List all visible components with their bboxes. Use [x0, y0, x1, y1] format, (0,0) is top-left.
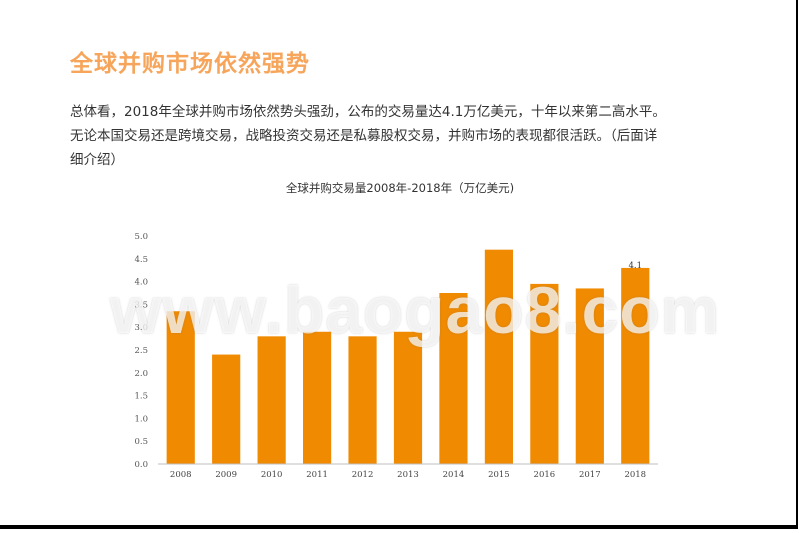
- y-tick-label: 2.5: [134, 346, 148, 356]
- bar-2012: [348, 336, 377, 464]
- slide-title: 全球并购市场依然强势: [70, 51, 310, 77]
- x-tick-label: 2009: [215, 470, 237, 480]
- x-tick-label: 2010: [261, 470, 283, 480]
- x-tick-label: 2016: [534, 470, 556, 480]
- bar-2017: [575, 288, 604, 464]
- bar-2010: [257, 336, 286, 464]
- data-label-2018: 4.1: [629, 261, 643, 271]
- x-tick-label: 2013: [397, 470, 419, 480]
- x-tick-label: 2008: [170, 470, 192, 480]
- x-tick-label: 2017: [579, 470, 601, 480]
- intro-line-3: 细介绍）: [70, 152, 124, 168]
- chart-title: 全球并购交易量2008年-2018年（万亿美元): [285, 181, 515, 195]
- bar-2013: [393, 331, 423, 464]
- bar-2011: [303, 331, 332, 464]
- intro-line-1: 总体看，2018年全球并购市场依然势头强劲，公布的交易量达4.1万亿美元，十年以…: [70, 104, 666, 120]
- y-tick-label: 4.5: [134, 255, 148, 265]
- y-tick-label: 0.5: [134, 437, 148, 447]
- y-tick-label: 3.5: [134, 300, 148, 310]
- bar-2018: [621, 267, 650, 464]
- bar-2015: [484, 249, 513, 464]
- bar-2008: [166, 311, 195, 464]
- y-tick-label: 3.0: [134, 323, 148, 333]
- x-tick-label: 2015: [488, 470, 510, 480]
- y-tick-label: 0.0: [134, 460, 148, 470]
- x-tick-label: 2011: [306, 470, 328, 480]
- bar-2009: [212, 354, 241, 464]
- bar-2016: [530, 283, 559, 464]
- y-tick-label: 4.0: [134, 278, 148, 288]
- x-tick-label: 2012: [352, 470, 374, 480]
- y-tick-label: 1.0: [134, 414, 148, 424]
- y-tick-label: 1.5: [134, 392, 148, 402]
- bar-2014: [439, 293, 468, 464]
- x-tick-label: 2014: [443, 470, 465, 480]
- intro-paragraph: 总体看，2018年全球并购市场依然势头强劲，公布的交易量达4.1万亿美元，十年以…: [70, 100, 730, 172]
- intro-line-2: 无论本国交易还是跨境交易，战略投资交易还是私募股权交易，并购市场的表现都很活跃。…: [70, 128, 658, 144]
- y-tick-label: 2.0: [134, 369, 148, 379]
- x-tick-label: 2018: [624, 470, 646, 480]
- y-tick-label: 5.0: [134, 232, 148, 242]
